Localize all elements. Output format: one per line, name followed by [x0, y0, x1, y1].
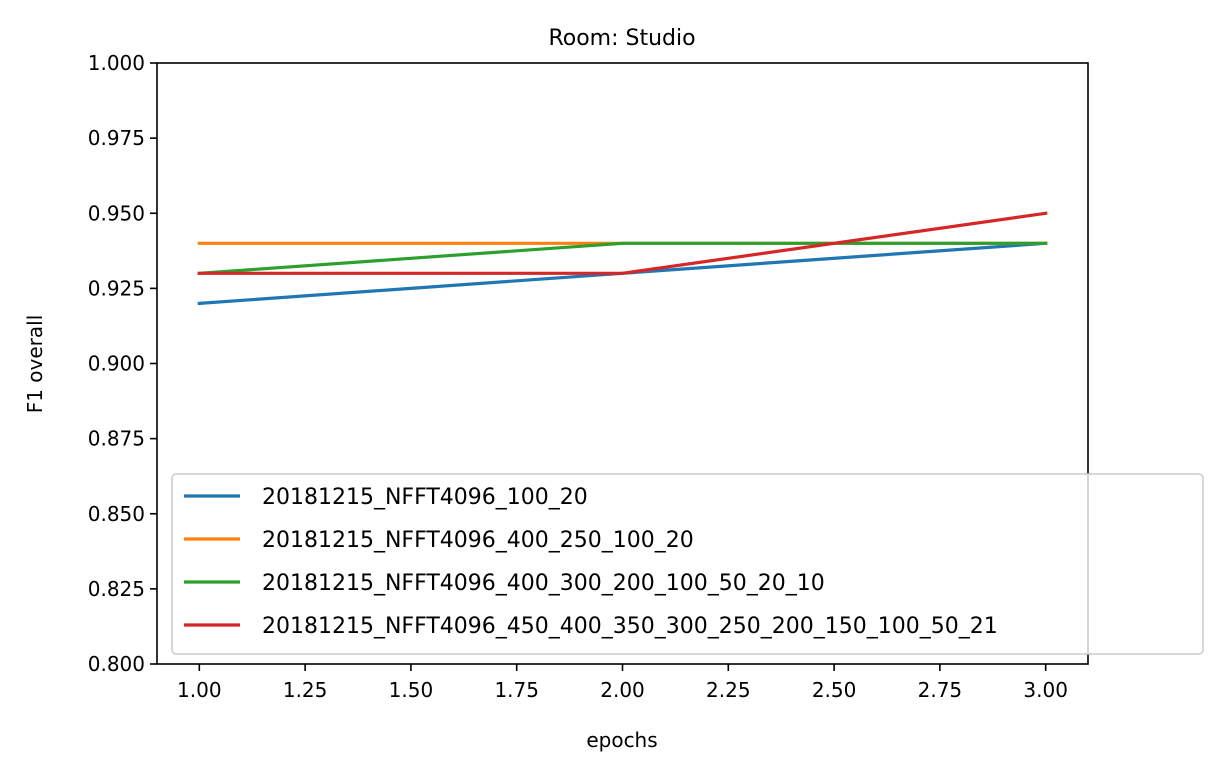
legend-label: 20181215_NFFT4096_100_20 [262, 485, 588, 510]
y-axis: 0.800 0.825 0.850 0.875 0.900 0.925 0.950 0.975… [88, 51, 157, 676]
chart-title: Room: Studio [548, 26, 695, 51]
x-tick-label: 2.50 [812, 678, 857, 702]
y-tick-label: 0.850 [88, 502, 145, 526]
x-tick-label: 3.00 [1023, 678, 1068, 702]
y-tick-label: 1.000 [88, 51, 145, 75]
x-tick-label: 2.25 [706, 678, 751, 702]
legend-label: 20181215_NFFT4096_400_250_100_20 [262, 528, 694, 553]
y-tick-label: 0.975 [88, 126, 145, 150]
x-tick-label: 1.75 [494, 678, 539, 702]
x-tick-label: 1.00 [177, 678, 222, 702]
y-axis-label: F1 overall [23, 315, 47, 414]
series-layer [197, 211, 1048, 306]
y-tick-label: 0.925 [88, 276, 145, 300]
series-line-3 [197, 241, 1048, 276]
y-tick-label: 0.825 [88, 577, 145, 601]
y-tick-label: 0.900 [88, 352, 145, 376]
x-axis: 1.00 1.25 1.50 1.75 2.00 2.25 2.50 2.75 3.00 [177, 664, 1068, 702]
legend-box [171, 473, 1204, 655]
x-axis-label: epochs [586, 728, 657, 752]
x-tick-label: 2.00 [600, 678, 645, 702]
y-tick-label: 0.875 [88, 427, 145, 451]
series-line-4 [197, 211, 1048, 275]
legend-label: 20181215_NFFT4096_450_400_350_300_250_20… [262, 614, 998, 639]
x-tick-label: 1.25 [283, 678, 328, 702]
x-tick-label: 2.75 [918, 678, 963, 702]
x-tick-label: 1.50 [389, 678, 434, 702]
y-tick-label: 0.800 [88, 652, 145, 676]
y-tick-label: 0.950 [88, 201, 145, 225]
legend-label: 20181215_NFFT4096_400_300_200_100_50_20_… [262, 571, 825, 596]
legend: 20181215_NFFT4096_100_20 20181215_NFFT409… [171, 473, 1204, 655]
